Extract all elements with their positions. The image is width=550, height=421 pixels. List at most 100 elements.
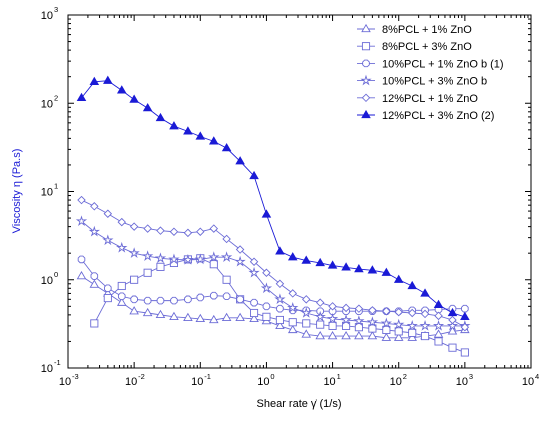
data-point	[433, 329, 444, 338]
data-point	[142, 307, 153, 317]
data-point	[183, 228, 193, 238]
data-point	[103, 75, 113, 84]
data-point	[301, 255, 312, 264]
data-point	[447, 307, 458, 317]
data-point	[209, 314, 219, 324]
data-point	[220, 251, 233, 263]
series-6	[76, 75, 470, 320]
data-point	[249, 170, 259, 180]
y-axis-title: Viscosity η (Pa.s)	[11, 149, 23, 234]
data-point	[260, 282, 273, 294]
legend-entry: 12%PCL + 3% ZnO (2)	[357, 109, 494, 122]
data-point	[328, 321, 337, 330]
data-point	[249, 313, 259, 323]
data-point	[250, 298, 258, 307]
data-point	[276, 304, 284, 313]
data-point	[155, 112, 166, 122]
data-point	[222, 275, 231, 284]
legend-marker	[360, 74, 372, 86]
y-tick-base: 10	[41, 10, 53, 22]
data-point	[275, 315, 284, 325]
data-point	[341, 330, 351, 340]
data-point	[90, 272, 99, 280]
x-tick-label: 10 -3	[59, 372, 79, 388]
data-point	[90, 202, 99, 211]
data-point	[262, 302, 271, 311]
data-point	[340, 314, 352, 325]
y-tick-label: 100	[41, 270, 58, 287]
data-point	[156, 262, 165, 271]
x-tick-exponent: -1	[204, 372, 211, 381]
x-tick-label: 10 -2	[125, 372, 145, 388]
x-tick-label: 10 -1	[191, 372, 211, 388]
legend-marker	[361, 42, 371, 51]
data-point	[143, 268, 152, 277]
series-5	[77, 195, 470, 332]
x-tick-base: 10	[191, 376, 203, 388]
y-tick-label: 103	[41, 5, 58, 22]
data-point	[368, 306, 377, 315]
data-point	[89, 279, 100, 288]
data-point	[432, 319, 445, 331]
data-point	[130, 295, 138, 304]
data-point	[288, 289, 297, 298]
y-tick-exponent: 0	[54, 270, 58, 279]
data-point	[433, 299, 444, 308]
y-tick-exponent: 1	[54, 182, 58, 191]
data-point	[261, 209, 272, 218]
y-tick-exponent: 3	[54, 5, 58, 14]
data-point	[102, 234, 114, 246]
x-tick-label: 10 0	[257, 372, 274, 388]
data-point	[129, 222, 139, 231]
data-point	[88, 225, 100, 237]
data-point	[76, 92, 87, 102]
data-point	[393, 318, 405, 330]
data-point	[128, 247, 140, 258]
legend-label: 8%PCL + 3% ZnO	[382, 41, 472, 53]
data-point	[382, 325, 391, 334]
series-layer	[75, 75, 471, 357]
data-point	[129, 306, 139, 315]
data-point	[196, 227, 205, 236]
x-tick-exponent: 2	[403, 372, 407, 381]
data-point	[75, 215, 88, 227]
data-point	[434, 311, 443, 321]
data-point	[302, 319, 311, 328]
data-point	[447, 326, 458, 335]
x-tick-exponent: 4	[535, 372, 539, 381]
data-point	[367, 330, 378, 340]
x-tick-exponent: -3	[72, 372, 79, 381]
series-line	[81, 259, 465, 312]
legend-label: 12%PCL + 3% ZnO (2)	[382, 110, 494, 122]
x-tick-label: 10 4	[522, 372, 539, 388]
data-point	[314, 310, 326, 322]
data-point	[209, 224, 219, 233]
data-point	[117, 217, 127, 227]
legend-entry: 10%PCL + 3% ZnO b	[357, 74, 487, 88]
x-tick-label: 10 2	[390, 372, 407, 388]
data-point	[222, 234, 231, 244]
data-point	[275, 246, 285, 255]
data-point	[366, 316, 379, 328]
data-point	[169, 121, 179, 130]
data-point	[116, 241, 128, 253]
y-tick-exponent: 2	[54, 93, 58, 102]
x-tick-exponent: -2	[138, 372, 145, 381]
data-point	[393, 274, 404, 283]
data-point	[341, 262, 351, 271]
legend-entry: 8%PCL + 3% ZnO	[357, 41, 472, 53]
legend-entry: 12%PCL + 1% ZnO	[357, 93, 478, 105]
data-point	[210, 291, 218, 300]
x-tick-label: 10 1	[323, 372, 340, 388]
data-point	[420, 288, 430, 297]
legend-label: 8%PCL + 1% ZnO	[382, 24, 472, 36]
series-line	[81, 275, 465, 339]
data-point	[275, 279, 285, 289]
data-point	[382, 306, 391, 316]
legend-marker	[361, 93, 371, 103]
axis-ticks: 10 -3 10 -2 10 -1 10 0 10 1 10 2 10 3 10 410-1100101102…	[41, 5, 539, 388]
data-point	[354, 304, 364, 313]
data-point	[130, 275, 139, 284]
data-point	[234, 255, 246, 267]
series-line	[81, 199, 466, 328]
